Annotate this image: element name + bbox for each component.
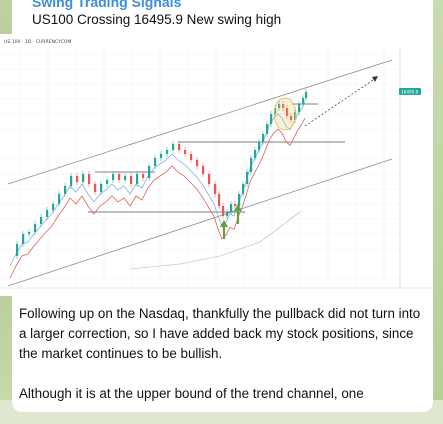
channel-upper-line	[7, 59, 393, 185]
candle	[100, 184, 103, 192]
candle	[82, 174, 85, 182]
candle	[22, 234, 25, 244]
candle	[266, 124, 269, 134]
candle	[88, 174, 91, 184]
candle	[70, 176, 73, 186]
candle	[190, 154, 193, 160]
message-paragraph: Although it is at the upper bound of the…	[19, 386, 364, 401]
candle	[106, 180, 109, 184]
candle	[214, 184, 217, 194]
candle	[282, 104, 285, 108]
candle	[302, 98, 305, 104]
candle	[246, 172, 249, 184]
candle	[262, 134, 265, 142]
up-arrow-icon	[234, 204, 242, 211]
price-chart: US 100 · 1D · CURRENCYCOM 16495.9	[0, 34, 433, 296]
candle	[230, 204, 233, 212]
chat-background-right	[433, 0, 443, 400]
message-paragraph: Following up on the Nasdaq, thankfully t…	[19, 306, 421, 361]
candle	[202, 166, 205, 174]
candle	[64, 186, 67, 194]
candle	[242, 184, 245, 194]
candle	[28, 232, 31, 234]
candle	[142, 174, 145, 178]
candle	[254, 150, 257, 158]
candle	[298, 104, 301, 112]
candle	[124, 176, 127, 180]
message-text: Following up on the Nasdaq, thankfully t…	[19, 304, 429, 424]
chart-grid	[0, 48, 400, 286]
candle	[305, 92, 308, 98]
candle	[178, 144, 181, 150]
candle	[16, 244, 19, 256]
candle	[166, 150, 169, 154]
candle	[52, 204, 55, 210]
chart-symbol-label: US 100 · 1D · CURRENCYCOM	[4, 39, 72, 45]
candle	[196, 160, 199, 166]
candle	[94, 184, 97, 192]
candle	[294, 112, 297, 120]
price-tag-box	[399, 88, 421, 95]
up-arrow-icon	[220, 220, 228, 227]
chart-axes	[0, 46, 433, 289]
trend-channel	[7, 59, 393, 287]
candle	[76, 176, 79, 182]
ema-slow-line	[9, 117, 306, 279]
candle	[290, 116, 293, 120]
chart-image[interactable]: US 100 · 1D · CURRENCYCOM 16495.9	[0, 34, 433, 296]
candle	[58, 194, 61, 204]
candle	[40, 217, 43, 224]
message-header: Swing Trading Signals	[32, 0, 181, 10]
candle	[118, 174, 121, 180]
candle	[46, 210, 49, 217]
candle	[136, 174, 139, 184]
chart-background	[0, 34, 433, 296]
candle	[218, 194, 221, 206]
message-title: US100 Crossing 16495.9 New swing high	[32, 12, 282, 27]
candle	[270, 114, 273, 124]
candle	[222, 206, 225, 216]
candle	[234, 204, 237, 206]
candle	[112, 174, 115, 180]
candle	[148, 166, 151, 178]
candle	[160, 154, 163, 158]
dashed-projection-arrow-icon	[372, 76, 378, 82]
candle	[274, 108, 277, 114]
candle	[258, 142, 261, 150]
candle	[250, 158, 253, 172]
candle	[286, 108, 289, 116]
candle	[130, 176, 133, 184]
candle	[172, 144, 175, 150]
pullback-highlight	[273, 97, 297, 131]
price-tag-label: 16495.9	[401, 89, 419, 94]
candle	[278, 104, 281, 108]
price-candles	[16, 89, 308, 259]
candle	[226, 212, 229, 216]
candle	[208, 174, 211, 184]
chart-annotations	[220, 76, 378, 239]
channel-lower-line	[7, 158, 393, 287]
candle	[238, 194, 241, 206]
candle	[184, 150, 187, 154]
candle	[154, 158, 157, 166]
ema-long-line	[129, 211, 301, 270]
candle	[34, 224, 37, 232]
channel-name[interactable]: Swing Trading Signals	[32, 0, 182, 10]
